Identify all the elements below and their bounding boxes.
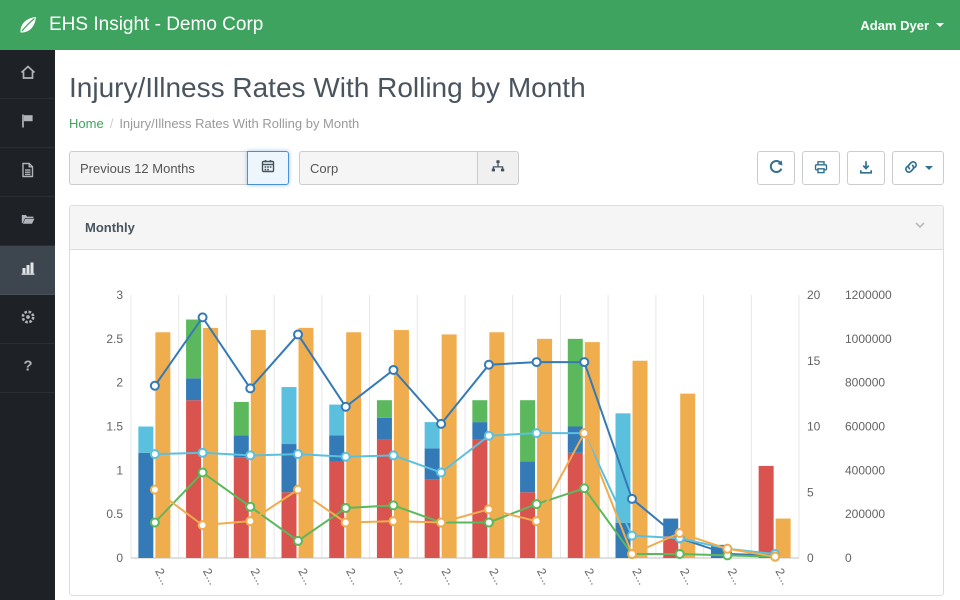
bar-chart-icon [19,259,37,282]
sidebar-item-flag[interactable] [0,99,55,148]
breadcrumb-home-link[interactable]: Home [69,116,104,131]
sidebar-item-home[interactable] [0,50,55,99]
refresh-button[interactable] [757,151,795,185]
svg-text:400000: 400000 [845,463,885,477]
date-range-input[interactable] [69,151,247,185]
svg-text:1200000: 1200000 [845,288,892,302]
refresh-icon [768,159,784,178]
folder-open-icon [19,210,37,233]
svg-text:2...: 2... [391,566,411,587]
svg-text:2...: 2... [486,566,506,587]
document-icon [19,161,37,184]
monthly-panel: Monthly 0 0.5 1 1.5 2 2.5 3 0 5 10 15 20 0 200000 4000… [69,205,944,596]
user-name: Adam Dyer [860,17,929,33]
home-icon [19,63,37,86]
caret-down-icon [936,23,944,27]
svg-text:0: 0 [116,551,123,565]
main-content: Injury/Illness Rates With Rolling by Mon… [55,50,960,600]
svg-text:800000: 800000 [845,376,885,390]
org-input[interactable] [299,151,477,185]
svg-text:0: 0 [807,551,814,565]
sidebar-item-help[interactable]: ? [0,344,55,393]
svg-text:2...: 2... [772,566,792,587]
svg-text:3: 3 [116,288,123,302]
svg-text:1000000: 1000000 [845,332,892,346]
app-brand: EHS Insight - Demo Corp [16,13,263,37]
svg-text:?: ? [23,357,32,374]
sitemap-icon [490,158,506,179]
svg-text:2.5: 2.5 [106,332,123,346]
svg-text:0.5: 0.5 [106,507,123,521]
sidebar-nav: ? [0,50,55,600]
gear-icon [19,308,37,331]
print-icon [813,159,829,178]
sidebar-item-reports[interactable] [0,246,55,295]
app-header: EHS Insight - Demo Corp Adam Dyer [0,0,960,50]
sidebar-item-documents[interactable] [0,148,55,197]
svg-text:2...: 2... [295,566,315,587]
svg-text:2...: 2... [343,566,363,587]
svg-text:0: 0 [845,551,852,565]
filter-toolbar [69,151,944,185]
svg-text:5: 5 [807,485,814,499]
svg-text:2...: 2... [582,566,602,587]
svg-text:2...: 2... [152,566,172,587]
svg-text:15: 15 [807,354,821,368]
monthly-panel-header: Monthly [70,206,943,250]
link-button[interactable] [892,151,944,185]
flag-icon [19,112,37,135]
svg-text:2...: 2... [200,566,220,587]
sidebar-item-folders[interactable] [0,197,55,246]
print-button[interactable] [802,151,840,185]
sidebar-item-settings[interactable] [0,295,55,344]
date-range-group [69,151,289,185]
panel-collapse-button[interactable] [912,217,928,238]
svg-text:600000: 600000 [845,420,885,434]
svg-text:2...: 2... [677,566,697,587]
svg-text:2: 2 [116,376,123,390]
monthly-panel-body: 0 0.5 1 1.5 2 2.5 3 0 5 10 15 20 0 200000 400000 600000… [70,250,943,595]
svg-text:200000: 200000 [845,507,885,521]
breadcrumb-current: Injury/Illness Rates With Rolling by Mon… [119,116,360,131]
svg-text:2...: 2... [248,566,268,587]
download-button[interactable] [847,151,885,185]
report-actions [757,151,944,185]
calendar-icon [260,158,276,179]
svg-text:2...: 2... [725,566,745,587]
download-icon [858,159,874,178]
calendar-button[interactable] [247,151,289,185]
app-title: EHS Insight - Demo Corp [49,14,264,35]
svg-text:2...: 2... [629,566,649,587]
chevron-down-icon [912,217,928,238]
sitemap-button[interactable] [477,151,519,185]
breadcrumb-separator: / [109,116,114,131]
caret-down-icon [925,166,933,170]
monthly-rates-chart: 0 0.5 1 1.5 2 2.5 3 0 5 10 15 20 0 200000 400000 600000… [106,288,892,587]
svg-text:20: 20 [807,288,821,302]
page-title: Injury/Illness Rates With Rolling by Mon… [69,72,586,103]
svg-text:2...: 2... [438,566,458,587]
org-group [299,151,519,185]
breadcrumb: Home / Injury/Illness Rates With Rolling b… [69,116,944,131]
svg-text:2...: 2... [534,566,554,587]
panel-title: Monthly [85,220,135,235]
svg-text:1: 1 [116,463,123,477]
link-icon [903,159,919,178]
help-icon: ? [19,357,37,380]
svg-text:1.5: 1.5 [106,420,123,434]
leaf-icon [16,13,40,37]
user-menu[interactable]: Adam Dyer [860,18,944,33]
svg-text:10: 10 [807,420,821,434]
